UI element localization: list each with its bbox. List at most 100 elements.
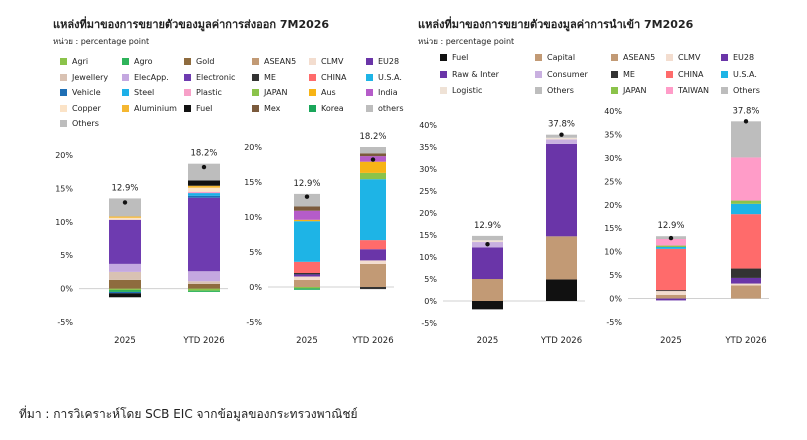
bar-segment: [656, 290, 686, 292]
legend-swatch: [535, 87, 542, 94]
legend-item: ME: [611, 70, 635, 79]
total-marker: [743, 119, 749, 124]
legend-label: ElecApp.: [134, 72, 169, 82]
bar-segment: [360, 161, 386, 173]
legend-swatch: [60, 73, 67, 81]
legend-item: Vehicle: [60, 88, 101, 97]
total-label: 12.9%: [293, 179, 320, 189]
legend-item: U.S.A.: [721, 70, 757, 79]
total-marker: [559, 132, 564, 137]
bar-segment: [294, 261, 320, 273]
y-tick-label: 15%: [604, 224, 622, 233]
bar-segment: [188, 180, 220, 186]
legend-label: Logistic: [452, 86, 483, 95]
y-tick-label: 0%: [249, 283, 262, 292]
legend-label: CHINA: [678, 69, 704, 79]
legend-label: Fuel: [452, 53, 469, 62]
legend-swatch: [666, 54, 673, 61]
legend-item: CHINA: [309, 73, 346, 82]
bar-segment: [656, 248, 686, 291]
legend-item: Gold: [184, 57, 214, 66]
bar-segment: [656, 246, 686, 249]
y-tick-label: 15%: [419, 231, 437, 240]
legend-swatch: [611, 54, 618, 61]
legend-item: CLMV: [309, 57, 343, 66]
bar-segment: [294, 288, 320, 290]
bar-segment: [731, 200, 761, 204]
bar-segment: [731, 277, 761, 284]
bar-segment: [109, 219, 141, 264]
total-marker: [304, 194, 310, 199]
legend-swatch: [535, 70, 542, 78]
legend-item: Consumer: [535, 70, 588, 79]
legend-swatch: [309, 104, 316, 112]
legend-swatch: [60, 120, 67, 127]
category-label: YTD 2026: [724, 336, 766, 346]
bar-segment: [294, 193, 320, 207]
bar-segment: [731, 268, 761, 278]
legend-item: Others: [721, 86, 760, 95]
bar-segment: [360, 179, 386, 241]
bar-segment: [188, 281, 220, 284]
import-panel-title: แหล่งที่มาของการขยายตัวของมูลค่าการนำเข้…: [418, 18, 694, 31]
category-label: 2025: [660, 336, 682, 346]
legend-label: Plastic: [196, 88, 222, 97]
y-tick-label: 20%: [604, 201, 622, 210]
legend-swatch: [252, 73, 259, 81]
legend-label: Jewellery: [72, 72, 109, 82]
legend-label: U.S.A.: [733, 69, 757, 79]
bar-segment: [294, 276, 320, 280]
y-tick-label: 40%: [604, 107, 622, 116]
legend-label: EU28: [733, 53, 755, 62]
bar-segment: [472, 247, 503, 279]
total-marker: [668, 235, 674, 241]
y-tick-label: -5%: [606, 318, 622, 327]
legend-swatch: [535, 54, 542, 61]
legend-swatch: [184, 58, 191, 65]
bar-segment: [656, 239, 686, 246]
bar-segment: [360, 240, 386, 250]
legend-label: Vehicle: [72, 88, 101, 97]
legend-item: Korea: [309, 104, 344, 113]
bar-segment: [109, 291, 141, 294]
legend-label: Others: [547, 86, 574, 95]
bar-segment: [360, 249, 386, 261]
bar-segment: [188, 288, 220, 291]
legend-label: JAPAN: [623, 86, 647, 95]
total-marker: [201, 164, 207, 170]
legend-swatch: [366, 58, 373, 65]
legend-label: Electronic: [196, 72, 236, 82]
legend-item: Mex: [252, 104, 280, 113]
bar-segment: [472, 279, 503, 301]
bar-segment: [294, 273, 320, 275]
bar-segment: [472, 301, 503, 310]
legend-label: CLMV: [678, 53, 701, 62]
legend-label: TAIWAN: [678, 86, 710, 95]
legend-swatch: [122, 73, 129, 81]
legend-item: Aluminium: [122, 104, 177, 113]
legend-label: Agro: [134, 57, 153, 66]
category-label: YTD 2026: [351, 336, 393, 346]
legend-item: U.S.A.: [366, 73, 402, 82]
bar-segment: [188, 185, 220, 188]
y-tick-label: 5%: [424, 275, 437, 284]
legend-swatch: [252, 58, 259, 65]
legend-swatch: [721, 54, 728, 61]
legend-item: ME: [252, 73, 276, 82]
bar-segment: [546, 236, 577, 280]
legend-label: Capital: [547, 53, 576, 62]
bar-segment: [472, 235, 503, 241]
legend-label: ASEAN5: [623, 53, 656, 62]
bar-segment: [294, 274, 320, 277]
legend-item: EU28: [366, 57, 399, 66]
legend-item: Logistic: [440, 86, 482, 95]
bar-segment: [360, 153, 386, 157]
total-label: 12.9%: [474, 221, 501, 231]
legend-swatch: [184, 89, 191, 96]
legend-label: JAPAN: [264, 88, 288, 97]
y-tick-label: -5%: [421, 319, 437, 328]
legend-label: Copper: [72, 103, 101, 113]
y-tick-label: 0%: [609, 295, 622, 304]
y-tick-label: 15%: [55, 184, 73, 193]
